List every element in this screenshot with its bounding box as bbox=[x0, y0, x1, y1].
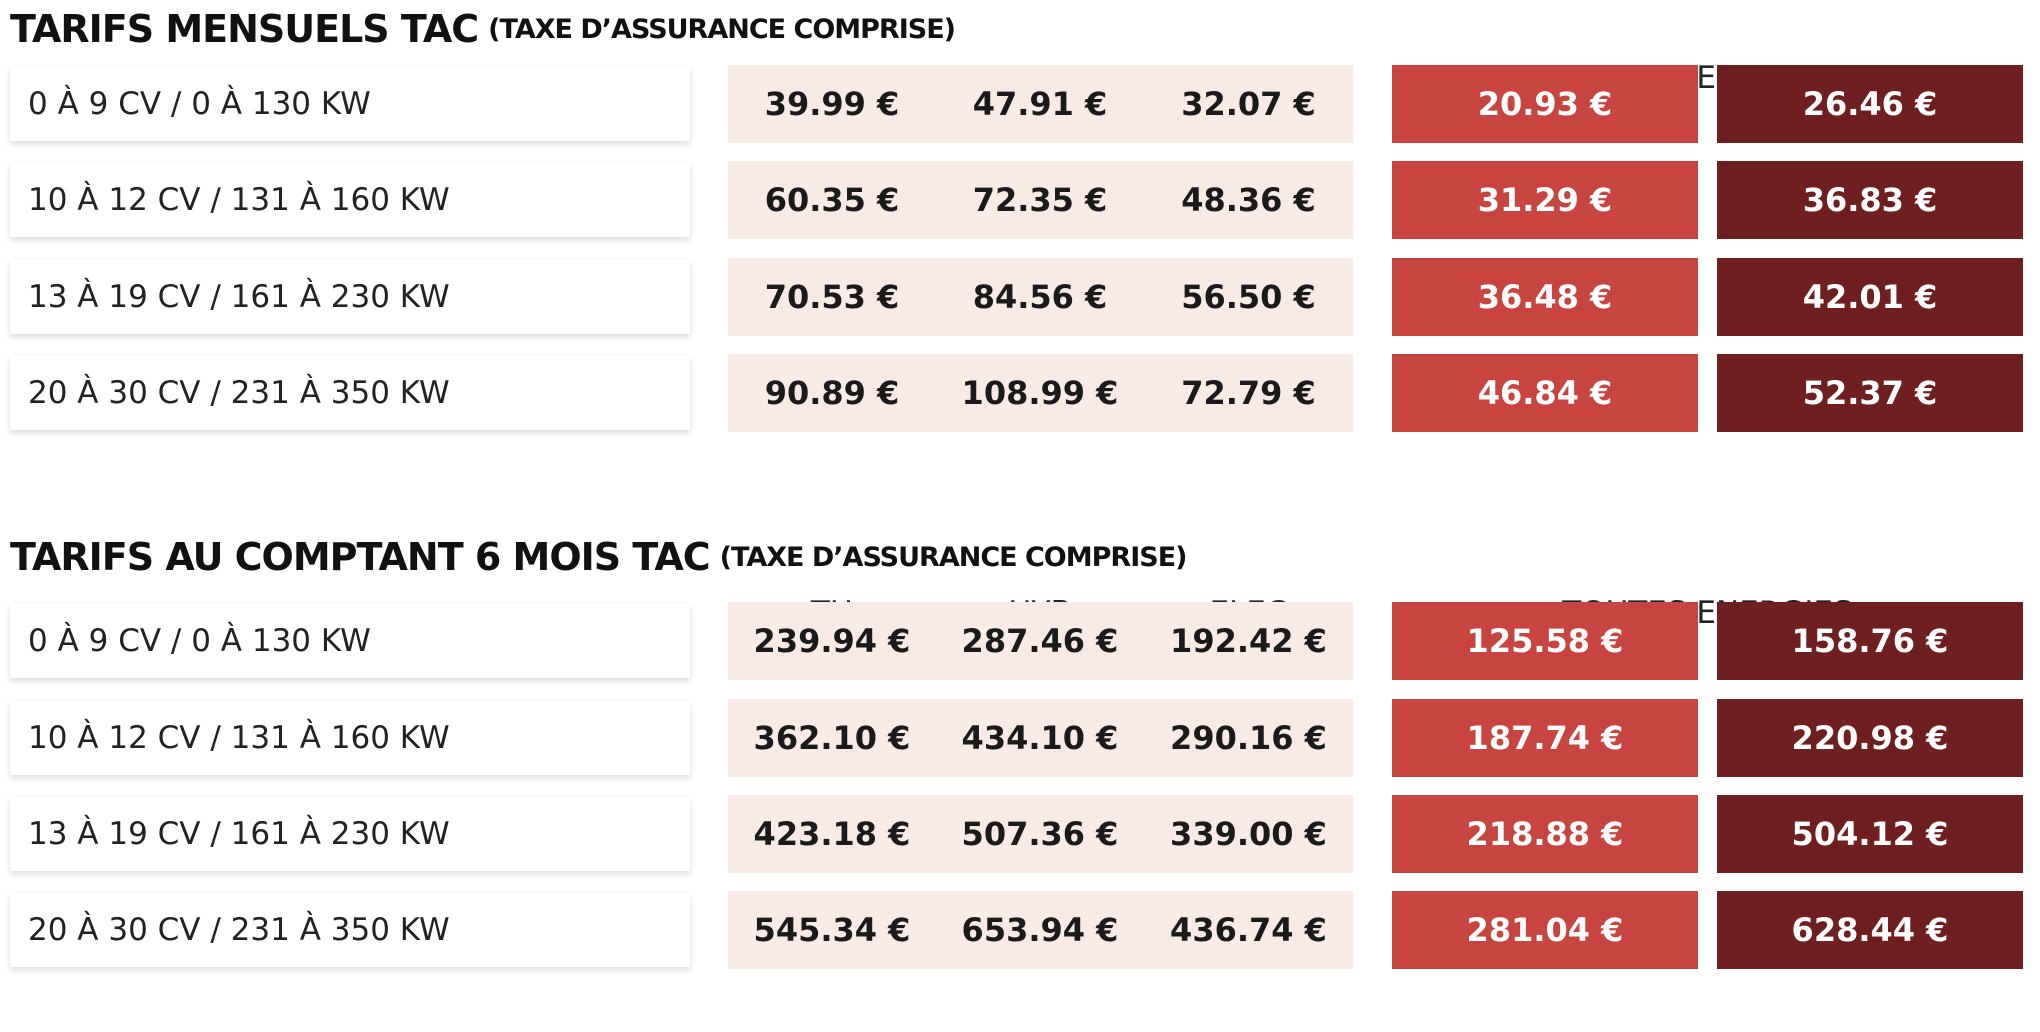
price-cell: 60.35 € bbox=[728, 161, 936, 239]
price-cell: 218.88 € bbox=[1392, 795, 1698, 873]
price-cell: 290.16 € bbox=[1144, 699, 1353, 777]
price-cell: 504.12 € bbox=[1717, 795, 2023, 873]
price-cell: 192.42 € bbox=[1144, 602, 1353, 680]
price-cell: 339.00 € bbox=[1144, 795, 1353, 873]
price-cell: 48.36 € bbox=[1144, 161, 1353, 239]
title-main: TARIFS MENSUELS TAC bbox=[10, 7, 479, 51]
price-cell: 653.94 € bbox=[936, 891, 1144, 969]
price-cell: 362.10 € bbox=[728, 699, 936, 777]
price-cell: 26.46 € bbox=[1717, 65, 2023, 143]
price-cell: 31.29 € bbox=[1392, 161, 1698, 239]
row-label: 0 À 9 CV / 0 À 130 KW bbox=[10, 67, 690, 141]
price-cell: 42.01 € bbox=[1717, 258, 2023, 336]
price-cell: 628.44 € bbox=[1717, 891, 2023, 969]
row-label: 20 À 30 CV / 231 À 350 KW bbox=[10, 356, 690, 430]
price-cell: 52.37 € bbox=[1717, 354, 2023, 432]
price-cell: 36.83 € bbox=[1717, 161, 2023, 239]
price-cell: 436.74 € bbox=[1144, 891, 1353, 969]
section-title: TARIFS MENSUELS TAC (TAXE D’ASSURANCE COM… bbox=[10, 4, 956, 54]
price-cell: 47.91 € bbox=[936, 65, 1144, 143]
price-cell: 125.58 € bbox=[1392, 602, 1698, 680]
title-note: (TAXE D’ASSURANCE COMPRISE) bbox=[719, 541, 1188, 573]
price-cell: 434.10 € bbox=[936, 699, 1144, 777]
price-cell: 287.46 € bbox=[936, 602, 1144, 680]
price-cell: 158.76 € bbox=[1717, 602, 2023, 680]
price-cell: 187.74 € bbox=[1392, 699, 1698, 777]
price-cell: 281.04 € bbox=[1392, 891, 1698, 969]
price-cell: 545.34 € bbox=[728, 891, 936, 969]
price-cell: 39.99 € bbox=[728, 65, 936, 143]
price-cell: 507.36 € bbox=[936, 795, 1144, 873]
row-label: 13 À 19 CV / 161 À 230 KW bbox=[10, 260, 690, 334]
price-cell: 72.35 € bbox=[936, 161, 1144, 239]
price-cell: 423.18 € bbox=[728, 795, 936, 873]
row-label: 10 À 12 CV / 131 À 160 KW bbox=[10, 701, 690, 775]
title-main: TARIFS AU COMPTANT 6 MOIS TAC bbox=[10, 535, 711, 579]
title-note: (TAXE D’ASSURANCE COMPRISE) bbox=[488, 13, 956, 45]
price-cell: 239.94 € bbox=[728, 602, 936, 680]
row-label: 20 À 30 CV / 231 À 350 KW bbox=[10, 893, 690, 967]
section-title: TARIFS AU COMPTANT 6 MOIS TAC (TAXE D’ASS… bbox=[10, 532, 1188, 582]
price-cell: 46.84 € bbox=[1392, 354, 1698, 432]
price-cell: 20.93 € bbox=[1392, 65, 1698, 143]
price-cell: 90.89 € bbox=[728, 354, 936, 432]
price-cell: 70.53 € bbox=[728, 258, 936, 336]
price-cell: 84.56 € bbox=[936, 258, 1144, 336]
row-label: 0 À 9 CV / 0 À 130 KW bbox=[10, 604, 690, 678]
price-cell: 72.79 € bbox=[1144, 354, 1353, 432]
price-cell: 108.99 € bbox=[936, 354, 1144, 432]
row-label: 10 À 12 CV / 131 À 160 KW bbox=[10, 163, 690, 237]
price-cell: 32.07 € bbox=[1144, 65, 1353, 143]
price-cell: 56.50 € bbox=[1144, 258, 1353, 336]
row-label: 13 À 19 CV / 161 À 230 KW bbox=[10, 797, 690, 871]
price-cell: 220.98 € bbox=[1717, 699, 2023, 777]
price-cell: 36.48 € bbox=[1392, 258, 1698, 336]
